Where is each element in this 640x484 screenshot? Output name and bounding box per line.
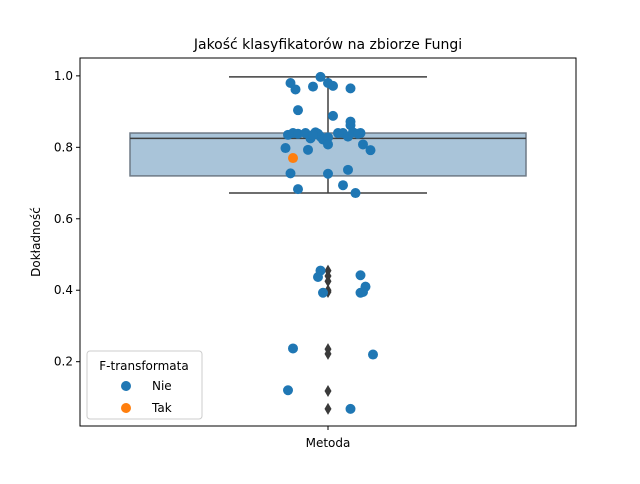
legend-label-tak: Tak <box>151 401 172 415</box>
point-nie-3 <box>308 81 318 92</box>
point-nie-29 <box>280 143 291 154</box>
point-nie-32 <box>365 145 376 156</box>
point-nie-48 <box>283 385 293 396</box>
y-axis-label: Dokładność <box>29 207 43 277</box>
point-nie-1 <box>290 84 301 95</box>
outlier-7 <box>324 384 332 397</box>
y-tick-label-3: 0.8 <box>54 140 73 154</box>
legend: F-transformata Nie Tak <box>86 350 203 420</box>
chart-title: Jakość klasyfikatorów na zbiorze Fungi <box>193 37 462 53</box>
outlier-2 <box>324 275 332 288</box>
y-tick-label-2: 0.6 <box>54 212 73 226</box>
point-nie-44 <box>358 287 368 298</box>
point-nie-49 <box>345 403 356 414</box>
point-nie-33 <box>285 168 296 179</box>
point-nie-31 <box>358 139 368 150</box>
point-nie-35 <box>343 164 353 175</box>
outlier-6 <box>324 347 332 360</box>
point-nie-38 <box>350 188 361 199</box>
point-nie-47 <box>368 349 378 360</box>
point-tak-0 <box>288 153 298 164</box>
legend-frame <box>86 350 203 420</box>
x-tick-label: Metoda <box>306 436 351 450</box>
outlier-8 <box>324 402 332 415</box>
point-nie-5 <box>328 80 338 91</box>
legend-marker-tak <box>121 403 131 413</box>
point-nie-6 <box>345 83 356 94</box>
legend-label-nie: Nie <box>152 379 172 393</box>
point-nie-46 <box>288 343 298 354</box>
legend-title: F-transformata <box>99 359 188 373</box>
point-nie-8 <box>328 110 338 121</box>
point-nie-41 <box>355 270 366 281</box>
point-nie-30 <box>303 144 313 155</box>
y-tick-label-4: 1.0 <box>54 69 73 83</box>
point-nie-45 <box>318 287 328 298</box>
point-nie-27 <box>308 129 318 140</box>
point-nie-2 <box>315 71 326 82</box>
y-tick-label-0: 0.2 <box>54 355 73 369</box>
point-nie-37 <box>338 180 348 191</box>
point-nie-13 <box>293 128 303 139</box>
plot-area <box>129 71 527 415</box>
point-nie-7 <box>293 105 303 116</box>
point-nie-40 <box>313 272 323 283</box>
legend-marker-nie <box>121 381 131 391</box>
point-nie-26 <box>353 128 363 139</box>
point-nie-34 <box>323 168 333 179</box>
point-nie-36 <box>293 184 303 195</box>
point-nie-20 <box>323 132 333 143</box>
y-tick-label-1: 0.4 <box>54 283 73 297</box>
point-nie-28 <box>323 139 333 150</box>
